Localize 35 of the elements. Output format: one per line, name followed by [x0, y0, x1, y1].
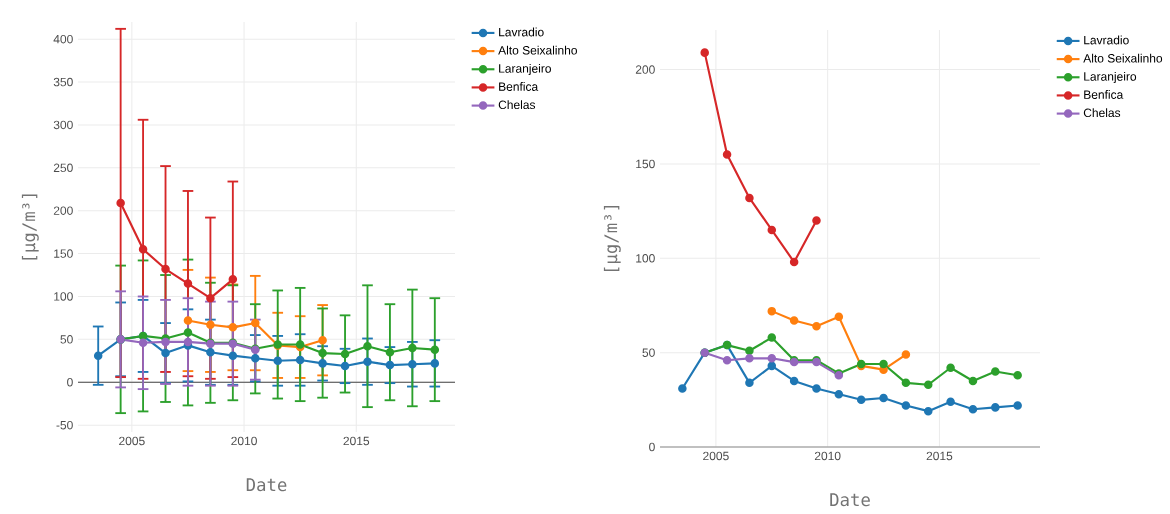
- x-tick-label: 2015: [926, 451, 953, 461]
- legend-label: Benfica: [499, 82, 539, 91]
- y-tick-label: 0: [67, 378, 73, 387]
- legend-label: Laranjeiro: [499, 63, 551, 76]
- y-tick-label: 150: [54, 249, 73, 258]
- legend-label: Chelas: [498, 100, 536, 110]
- x-tick-label: 2005: [703, 451, 729, 461]
- y-tick-label: 100: [54, 292, 73, 301]
- legend-label: Benfica: [1084, 90, 1124, 99]
- legend-label: Alto Seixalinho: [498, 45, 577, 55]
- y-tick-label: 50: [642, 348, 655, 357]
- y-tick-label: 0: [649, 442, 655, 452]
- x-axis-title: Date: [246, 478, 287, 492]
- y-tick-label: 400: [53, 34, 73, 44]
- y-tick-label: 250: [53, 163, 73, 173]
- legend-label: Lavradio: [1084, 35, 1129, 45]
- y-axis-title: [µg/m³]: [603, 205, 621, 272]
- x-tick-label: 2015: [343, 436, 370, 446]
- x-tick-label: 2010: [231, 436, 257, 446]
- y-tick-label: 150: [636, 159, 655, 169]
- legend-label: Chelas: [1083, 108, 1121, 118]
- x-axis-title: Date: [830, 493, 870, 507]
- y-tick-label: 200: [53, 206, 73, 215]
- y-tick-label: 300: [53, 120, 73, 130]
- x-tick-label: 2010: [814, 451, 841, 461]
- y-tick-label: 200: [635, 65, 655, 74]
- y-tick-label: 100: [636, 254, 655, 263]
- y-axis-title: [µg/m³]: [21, 194, 39, 260]
- legend-label: Lavradio: [499, 27, 544, 37]
- legend-label: Alto Seixalinho: [1083, 53, 1163, 63]
- y-tick-label: 350: [53, 77, 73, 87]
- legend-label: Laranjeiro: [1084, 71, 1137, 84]
- y-tick-label: 50: [60, 335, 73, 344]
- y-tick-label: -50: [56, 420, 73, 430]
- x-tick-label: 2005: [119, 436, 145, 446]
